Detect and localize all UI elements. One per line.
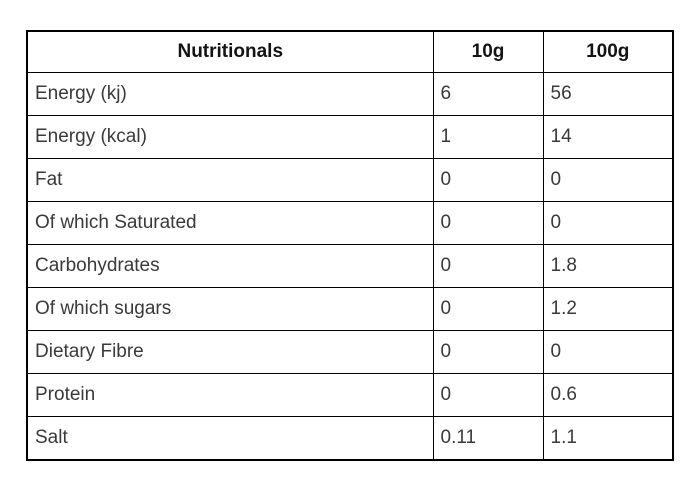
nutrient-label-cell: Energy (kcal) [26, 115, 434, 159]
value-10g-cell: 0 [432, 158, 544, 202]
nutrient-label-cell: Of which sugars [26, 287, 434, 331]
value-10g-cell: 0.11 [432, 416, 544, 461]
value-10g-cell: 6 [432, 72, 544, 116]
nutrition-table-body: Energy (kj) 6 56 Energy (kcal) 1 14 Fat 0 0 Of wh… [26, 72, 674, 461]
value-100g-cell: 0 [542, 201, 674, 245]
table-row: Salt 0.11 1.1 [26, 416, 674, 461]
value-100g-cell: 1.8 [542, 244, 674, 288]
header-10g: 10g [432, 30, 544, 73]
nutrient-label-cell: Salt [26, 416, 434, 461]
nutrient-label-cell: Fat [26, 158, 434, 202]
nutrient-label-cell: Carbohydrates [26, 244, 434, 288]
nutrition-table-container: Nutritionals 10g 100g Energy (kj) 6 56 Ener… [26, 30, 674, 461]
table-row: Protein 0 0.6 [26, 373, 674, 417]
header-row: Nutritionals 10g 100g [26, 30, 674, 73]
nutrition-table: Nutritionals 10g 100g Energy (kj) 6 56 Ener… [26, 30, 674, 461]
value-100g-cell: 56 [542, 72, 674, 116]
table-row: Of which sugars 0 1.2 [26, 287, 674, 331]
table-row: Dietary Fibre 0 0 [26, 330, 674, 374]
value-10g-cell: 0 [432, 244, 544, 288]
value-10g-cell: 1 [432, 115, 544, 159]
table-row: Energy (kcal) 1 14 [26, 115, 674, 159]
table-row: Of which Saturated 0 0 [26, 201, 674, 245]
value-10g-cell: 0 [432, 373, 544, 417]
header-100g: 100g [542, 30, 674, 73]
value-100g-cell: 0 [542, 330, 674, 374]
value-100g-cell: 1.1 [542, 416, 674, 461]
nutrient-label-cell: Dietary Fibre [26, 330, 434, 374]
header-nutritionals: Nutritionals [26, 30, 434, 73]
value-10g-cell: 0 [432, 201, 544, 245]
value-100g-cell: 1.2 [542, 287, 674, 331]
value-100g-cell: 0 [542, 158, 674, 202]
value-100g-cell: 0.6 [542, 373, 674, 417]
nutrient-label-cell: Protein [26, 373, 434, 417]
table-row: Energy (kj) 6 56 [26, 72, 674, 116]
nutrient-label-cell: Energy (kj) [26, 72, 434, 116]
table-row: Carbohydrates 0 1.8 [26, 244, 674, 288]
value-10g-cell: 0 [432, 330, 544, 374]
table-row: Fat 0 0 [26, 158, 674, 202]
value-10g-cell: 0 [432, 287, 544, 331]
value-100g-cell: 14 [542, 115, 674, 159]
nutrition-table-header: Nutritionals 10g 100g [26, 30, 674, 73]
nutrient-label-cell: Of which Saturated [26, 201, 434, 245]
